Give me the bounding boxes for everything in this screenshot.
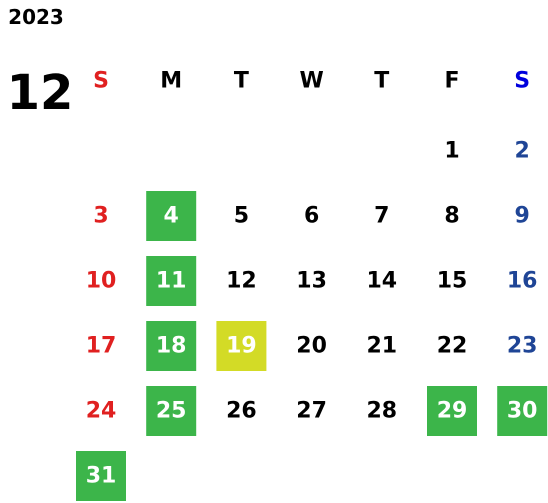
year: 2023 (8, 5, 64, 29)
day: 10 (86, 269, 117, 294)
day-highlight (146, 256, 197, 306)
day-highlight (216, 321, 267, 371)
weekday: S (93, 69, 109, 94)
day-highlight (497, 386, 548, 436)
day: 11 (156, 269, 187, 294)
day: 3 (93, 204, 108, 229)
day: 28 (366, 399, 397, 424)
day: 26 (226, 399, 257, 424)
day: 13 (296, 269, 327, 294)
day: 27 (296, 399, 327, 424)
day: 8 (444, 204, 459, 229)
day: 19 (226, 334, 257, 359)
day: 23 (507, 334, 538, 359)
day: 7 (374, 204, 389, 229)
day: 22 (437, 334, 468, 359)
day: 9 (515, 204, 530, 229)
day: 12 (226, 269, 257, 294)
day-highlight (146, 191, 197, 241)
day-highlight (146, 386, 197, 436)
day: 18 (156, 334, 187, 359)
weekday: W (299, 69, 323, 94)
day: 16 (507, 269, 538, 294)
day-highlight (76, 451, 126, 501)
day-highlight (146, 321, 197, 371)
weekday: S (514, 69, 530, 94)
day: 2 (515, 139, 530, 164)
day: 21 (366, 334, 397, 359)
day: 1 (444, 139, 459, 164)
day: 25 (156, 399, 187, 424)
weekday: M (160, 69, 182, 94)
month: 12 (7, 65, 74, 121)
day: 30 (507, 399, 538, 424)
day: 29 (437, 399, 468, 424)
day: 6 (304, 204, 319, 229)
weekday: T (374, 69, 389, 94)
weekday: F (444, 69, 459, 94)
day: 17 (86, 334, 117, 359)
day: 5 (234, 204, 249, 229)
weekday: T (234, 69, 249, 94)
day-highlight (427, 386, 477, 436)
day: 24 (86, 399, 117, 424)
day: 4 (164, 204, 179, 229)
day: 31 (86, 464, 117, 489)
day: 15 (437, 269, 468, 294)
day: 14 (366, 269, 397, 294)
day: 20 (296, 334, 327, 359)
